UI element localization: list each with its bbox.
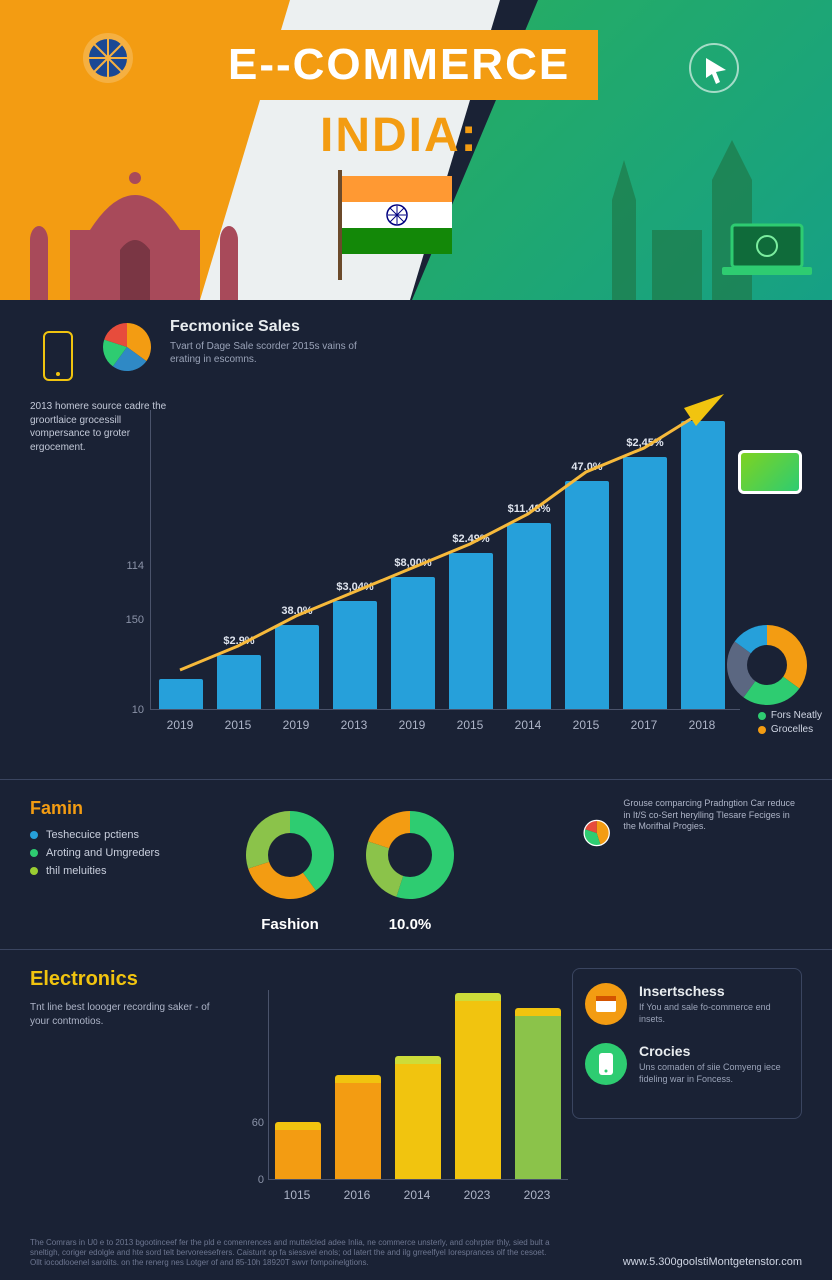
bar: $2.9% (217, 655, 261, 709)
info-cards: Insertschess If You and sale fo-commerce … (572, 968, 802, 1119)
cursor-click-icon (686, 40, 742, 96)
device-card-icon (738, 450, 802, 494)
bar: 38.0% (275, 625, 319, 709)
card-title: Insertschess (639, 983, 789, 999)
x-tick: 2015 (448, 718, 492, 732)
x-tick: 2019 (390, 718, 434, 732)
x-tick: 2015 (216, 718, 260, 732)
x-tick: 2014 (506, 718, 550, 732)
legend-item: Aroting and Umgreders (30, 847, 240, 859)
bar (455, 993, 501, 1179)
info-card: Crocies Uns comaden of siie Comyeng iece … (585, 1043, 789, 1085)
sales-heading: Fecmonice Sales (170, 318, 390, 336)
card-text: Uns comaden of siie Comyeng iece fidelin… (639, 1062, 789, 1085)
footer-disclaimer: The Comrars in U0 e to 2013 bgootinceef … (30, 1238, 550, 1268)
bar: $11,48% (507, 523, 551, 709)
subtitle-text: INDIA: (320, 108, 479, 163)
x-tick: 2019 (158, 718, 202, 732)
card-icon (585, 983, 627, 1025)
x-tick: 2013 (332, 718, 376, 732)
info-card: Insertschess If You and sale fo-commerce … (585, 983, 789, 1025)
x-tick: 2019 (274, 718, 318, 732)
ashoka-wheel-icon (80, 30, 136, 86)
x-tick: 2018 (680, 718, 724, 732)
bar (159, 679, 203, 709)
bar: $2,45% (623, 457, 667, 709)
sales-bar-chart: 10150114 $2.9%38.0%$3,04%$8,00%$2.49%$11… (110, 360, 750, 740)
x-tick: 2015 (564, 718, 608, 732)
electronics-heading: Electronics (30, 968, 230, 991)
fashion-heading: Famin (30, 798, 240, 819)
card-text: If You and sale fo-commerce end insets. (639, 1002, 789, 1025)
donut-fashion (240, 805, 340, 905)
clock-pie-icon (582, 798, 611, 868)
bar: $3,04% (333, 601, 377, 709)
section-fashion: Famin Teshecuice pctiens Aroting and Umgr… (0, 780, 832, 950)
legend-item: Teshecuice pctiens (30, 829, 240, 841)
donut-percent (360, 805, 460, 905)
card-title: Crocies (639, 1043, 789, 1059)
bar (681, 421, 725, 709)
footer: The Comrars in U0 e to 2013 bgootinceef … (30, 1238, 802, 1268)
laptop-icon (722, 220, 812, 280)
donut-categories (722, 620, 812, 710)
card-icon (585, 1043, 627, 1085)
donut-a-label: Fashion (240, 916, 340, 933)
section-electronics: Electronics Tnt line best loooger record… (0, 950, 832, 1250)
phone-outline-icon (38, 328, 78, 384)
bar: 47.0% (565, 481, 609, 709)
donut-b-label: 10.0% (360, 916, 460, 933)
legend-item: thil meluities (30, 865, 240, 877)
electronics-subtext: Tnt line best loooger recording saker - … (30, 1001, 230, 1028)
footer-url: www.5.300goolstiMontgetenstor.com (623, 1256, 802, 1268)
section2-right-text: Grouse comparcing Pradngtion Car reduce … (623, 798, 802, 868)
title-text: E--COMMERCE (228, 40, 570, 89)
bar (395, 1056, 441, 1180)
bar (335, 1075, 381, 1180)
taj-mahal-icon (20, 150, 260, 300)
legend-right: Fors NeatlyGrocelles (758, 710, 822, 738)
title-box: E--COMMERCE (200, 30, 598, 100)
bar (515, 1008, 561, 1179)
x-tick: 2017 (622, 718, 666, 732)
section-sales: Fecmonice Sales Tvart of Dage Sale scord… (0, 300, 832, 780)
india-flag-icon (330, 170, 460, 280)
electronics-chart: 060 10152016201420232023 (240, 968, 580, 1208)
hero-banner: E--COMMERCE INDIA: (0, 0, 832, 300)
bar: $8,00% (391, 577, 435, 709)
bar (275, 1122, 321, 1179)
bar: $2.49% (449, 553, 493, 709)
